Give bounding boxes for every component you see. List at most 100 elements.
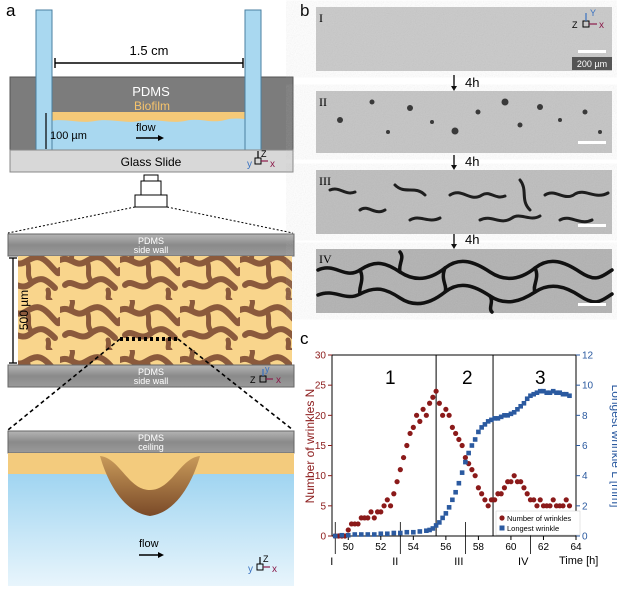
longest-wrinkle-point [459,470,465,475]
longest-wrinkle-point [437,520,442,525]
right-tick-label: 8 [582,411,588,422]
longest-wrinkle-point [358,532,364,537]
ceiling-line2: ceiling [138,442,164,452]
wrinkle-count-point [498,491,504,497]
longest-wrinkle-point [550,388,556,394]
wrinkle-count-point [560,503,566,509]
longest-wrinkle-point [567,393,572,399]
axes-indicator-b: Z Y x [572,8,604,31]
series-longest-wrinkle [332,388,572,539]
right-tick-label: 0 [582,532,588,543]
axis-y-label-b: Y [590,8,596,18]
x-label: Time [h] [559,555,598,567]
scale-label-200: 200 µm [577,59,607,69]
wrinkle-count-point [404,442,410,449]
wrinkle-count-point [501,485,508,491]
scale-bar-iii [578,224,606,227]
longest-wrinkle-point [345,532,351,538]
axis-x-label-bottom: x [272,564,277,575]
wrinkle-count-point [485,503,491,509]
wrinkle-count-point [384,497,390,503]
frame-III-wrinkles [328,178,610,224]
frame-tick-label: II [392,556,398,568]
left-tick-label: 10 [315,471,327,482]
wrinkle-count-point [407,430,413,437]
longest-wrinkle-point [557,390,563,396]
axis-z-label: Z [261,149,267,159]
side-wall-bottom-line2: side wall [134,376,169,386]
longest-wrinkle-point [541,388,546,394]
frame-tick-label: IV [518,556,529,568]
longest-wrinkle-point [511,410,517,415]
frame-I-label: I [319,11,323,25]
wrinkle-count-point [391,491,397,497]
axis-x-label-mid: x [276,375,281,386]
left-tick-label: 25 [315,381,327,392]
left-tick-label: 30 [315,351,327,362]
glass-slide [9,149,294,173]
wrinkle-count-point [508,479,514,485]
wrinkle-count-point [381,503,387,509]
longest-wrinkle-point [466,450,471,456]
axes-indicator-top: Z y x [247,149,275,170]
longest-wrinkle-point [453,489,458,495]
longest-wrinkle-point [547,390,553,396]
longest-wrinkle-point [456,480,462,486]
frame-II-noise [316,91,612,153]
longest-wrinkle-point [524,396,530,402]
longest-wrinkle-point [495,416,501,421]
wrinkle-count-point [436,400,442,406]
inlet-tube-right [244,9,262,151]
flow-label-top: flow [136,122,156,134]
left-tick-label: 5 [320,501,326,512]
biofilm-layer [36,112,261,122]
longest-wrinkle-point [339,532,345,538]
zoom-line-1-right [166,206,294,234]
longest-wrinkle-point [534,390,540,396]
x-tick-label: 54 [408,542,420,553]
panel-a-label: a [6,1,16,20]
wrinkle-count-point [355,521,361,527]
frame-IV-label: IV [319,252,332,266]
wrinkle-count-point [387,503,394,509]
wrinkle-count-point [550,497,556,503]
longest-wrinkle-point [498,414,504,420]
biofilm-side [8,453,294,500]
longest-wrinkle-point [446,505,452,510]
right-tick-label: 6 [582,441,588,452]
interval-2: 4h [465,154,479,169]
wrinkle-count-point [400,454,407,461]
axis-x-label-b: x [599,20,604,31]
side-wall-bottom-line1: PDMS [138,367,164,377]
interval-arrowhead-1 [451,86,457,91]
longest-wrinkle-point [391,530,397,536]
pdms-label: PDMS [132,84,170,99]
interval-3: 4h [465,232,479,247]
phase-label-3: 3 [535,368,546,389]
right-tick-label: 12 [582,351,594,362]
axis-z-label-mid: Z [250,375,256,385]
wrinkle-count-point [563,497,569,503]
glass-label: Glass Slide [121,155,182,169]
longest-wrinkle-point [489,417,494,423]
objective-icon [134,174,168,208]
longest-wrinkle-point [563,391,569,397]
scale-bar-iv [578,303,606,306]
longest-wrinkle-point [518,403,523,409]
scale-label-500: 500 µm [17,290,31,330]
side-wall-top-line1: PDMS [138,236,164,246]
legend-box [495,510,581,536]
y-label-left: Number of wrinkles N [303,389,317,504]
longest-wrinkle-point [443,511,449,516]
wrinkle-count-point [410,424,416,430]
longest-wrinkle-point [472,437,478,442]
wrinkle-count-point [566,503,573,509]
flow-arrowhead-top [158,135,164,141]
wrinkle-count-point [378,509,384,515]
wrinkle-count-point [413,412,420,418]
longest-wrinkle-point [528,393,533,399]
wrinkle-count-point [430,394,436,400]
zoom-line-2-left [7,338,121,431]
